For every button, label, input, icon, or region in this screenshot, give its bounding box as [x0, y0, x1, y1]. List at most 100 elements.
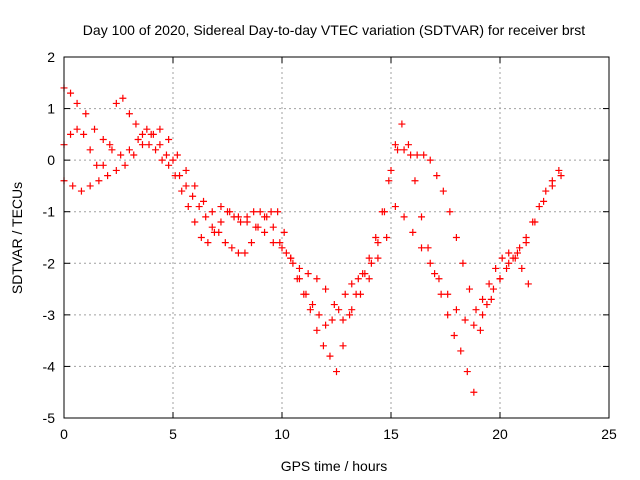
data-point — [152, 146, 160, 154]
data-point — [503, 264, 511, 272]
data-point — [450, 331, 458, 339]
data-point — [189, 192, 197, 200]
data-point — [217, 203, 225, 211]
data-point — [171, 172, 179, 180]
data-point — [400, 146, 408, 154]
data-point — [306, 306, 314, 314]
data-point — [73, 125, 81, 133]
data-point — [182, 182, 190, 190]
data-point — [287, 254, 295, 262]
data-point — [182, 166, 190, 174]
data-point — [348, 306, 356, 314]
data-point — [365, 254, 373, 262]
data-point — [407, 151, 415, 159]
data-point — [391, 141, 399, 149]
y-tick-label: -1 — [43, 204, 56, 220]
data-point — [80, 130, 88, 138]
series-track-b — [60, 94, 532, 329]
data-point — [496, 275, 504, 283]
data-point — [125, 146, 133, 154]
y-tick-label: -2 — [43, 255, 56, 271]
data-point — [313, 275, 321, 283]
series-track-c — [60, 125, 565, 329]
data-point — [540, 197, 548, 205]
data-point — [77, 187, 85, 195]
grid-lines — [64, 57, 609, 418]
data-point — [208, 208, 216, 216]
data-point — [278, 244, 286, 252]
data-point — [437, 290, 445, 298]
data-point — [522, 239, 530, 247]
data-point — [385, 177, 393, 185]
data-point — [356, 290, 364, 298]
data-point — [67, 89, 75, 97]
data-point — [387, 166, 395, 174]
data-point — [112, 166, 120, 174]
x-tick-label: 0 — [60, 426, 68, 442]
data-point — [200, 197, 208, 205]
data-point — [106, 141, 114, 149]
data-point — [169, 156, 177, 164]
data-point — [452, 234, 460, 241]
data-point — [315, 311, 323, 319]
data-point — [143, 125, 151, 133]
data-point — [119, 94, 127, 102]
data-point — [420, 151, 428, 159]
data-point — [433, 172, 441, 180]
data-point — [472, 306, 480, 314]
data-point — [112, 99, 120, 107]
data-point — [162, 151, 170, 159]
data-point — [226, 208, 234, 216]
data-point — [426, 156, 434, 164]
data-point — [132, 120, 140, 128]
data-point — [309, 301, 317, 309]
data-point — [372, 234, 380, 241]
data-point — [339, 316, 347, 324]
data-point — [452, 306, 460, 314]
data-point — [328, 316, 336, 324]
data-point — [326, 352, 334, 360]
data-point — [444, 290, 452, 298]
tick-labels: 0 5 10 15 20 25 -5 -4 -3 -2 -1 0 1 2 — [43, 49, 617, 442]
x-axis-label: GPS time / hours — [281, 458, 388, 474]
plot-frame — [63, 56, 610, 419]
data-point — [524, 280, 532, 288]
data-point — [243, 218, 251, 226]
data-point — [492, 264, 500, 272]
data-point — [374, 239, 382, 247]
data-point — [282, 249, 290, 257]
data-point — [365, 275, 373, 283]
data-point — [383, 234, 391, 241]
data-point — [557, 172, 565, 180]
y-tick-label: 2 — [47, 49, 55, 65]
data-point — [511, 254, 519, 262]
data-point — [439, 187, 447, 195]
data-point — [516, 244, 524, 252]
data-point — [505, 259, 513, 267]
data-point — [346, 311, 354, 319]
data-point — [418, 213, 426, 221]
x-tick-label: 15 — [383, 426, 399, 442]
data-point — [99, 136, 107, 144]
data-point — [465, 285, 473, 293]
data-point — [82, 110, 90, 118]
data-point — [117, 151, 125, 159]
data-point — [191, 218, 199, 226]
data-point — [247, 239, 255, 247]
data-point — [228, 244, 236, 252]
data-point — [374, 254, 382, 262]
data-point — [431, 270, 439, 278]
data-point — [426, 259, 434, 267]
data-point — [339, 342, 347, 350]
data-point — [165, 136, 173, 144]
data-point — [274, 208, 282, 216]
data-point — [348, 280, 356, 288]
data-point — [555, 166, 563, 174]
data-point — [367, 259, 375, 267]
data-point — [234, 249, 242, 257]
data-point — [237, 218, 245, 226]
x-tick-label: 20 — [492, 426, 508, 442]
data-point — [424, 244, 432, 252]
